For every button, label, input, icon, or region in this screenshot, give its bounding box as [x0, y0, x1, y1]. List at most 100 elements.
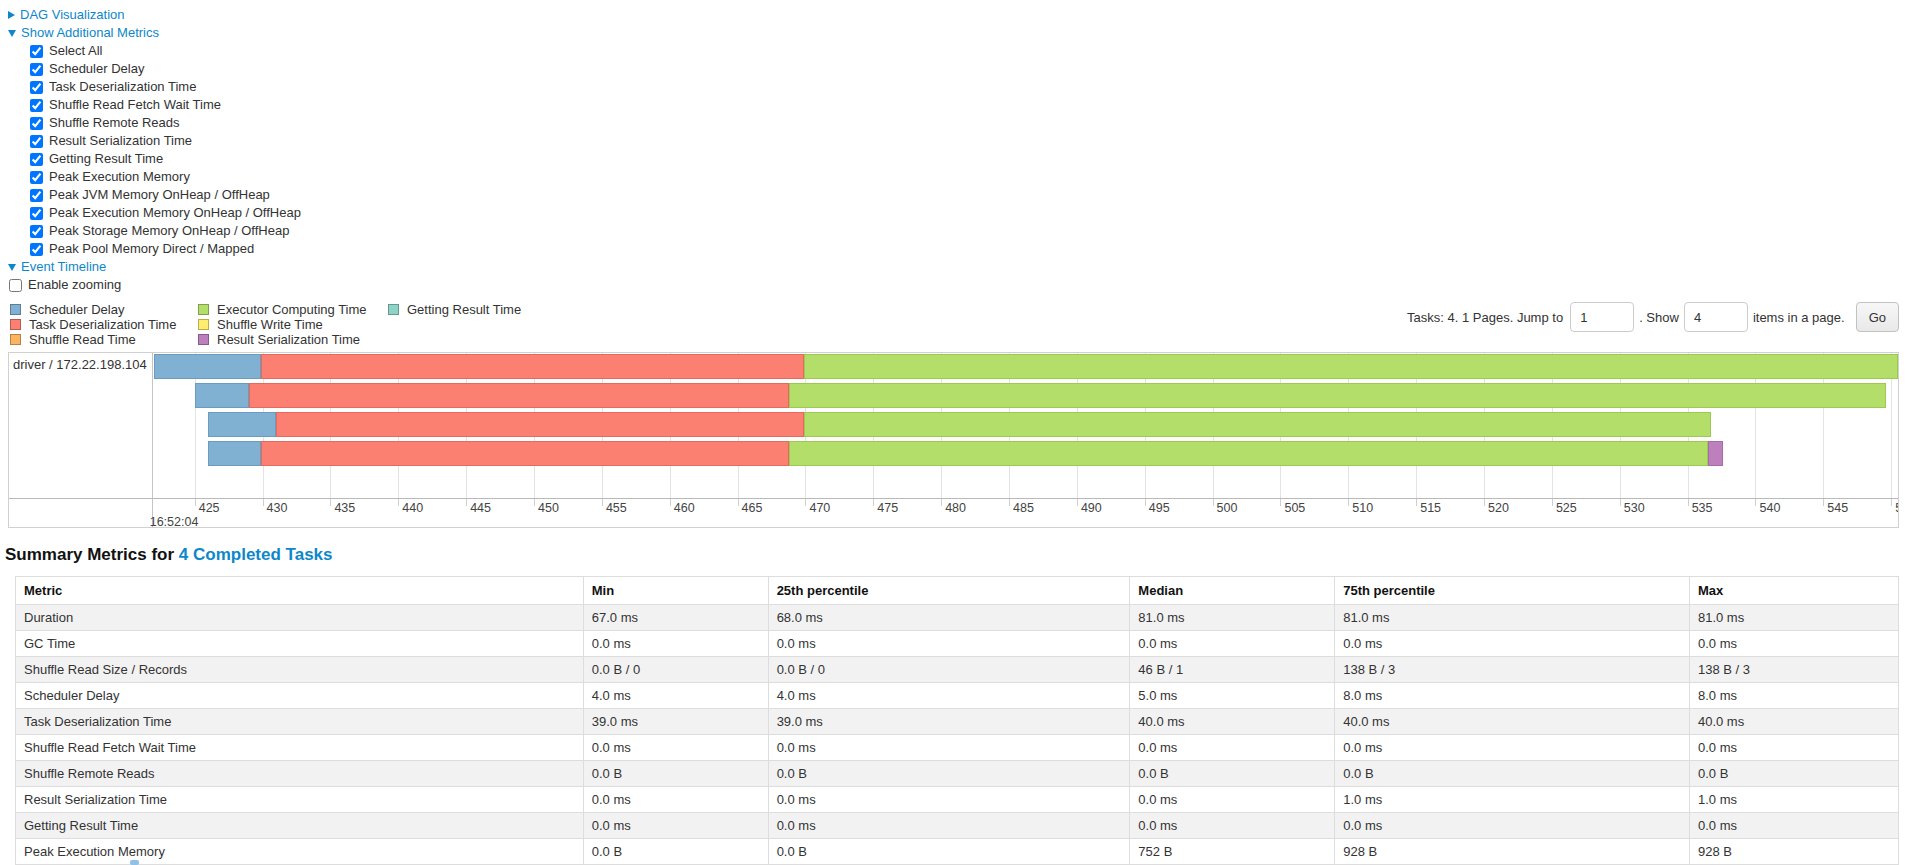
checkbox-peak-pool-memory-direct-mapped[interactable] [30, 243, 43, 256]
checkbox-getting-result-time[interactable] [30, 153, 43, 166]
axis-tick-label: 505 [1284, 501, 1305, 515]
metric-name-cell: Getting Result Time [16, 813, 584, 839]
checkbox-label: Peak JVM Memory OnHeap / OffHeap [49, 186, 270, 204]
summary-metrics-table: MetricMin25th percentileMedian75th perce… [15, 576, 1899, 865]
items-per-page-input[interactable] [1684, 302, 1748, 332]
axis-tick-label: 485 [1013, 501, 1034, 515]
axis-tick-mark [1416, 499, 1417, 506]
metric-value-cell: 752 B [1130, 839, 1335, 865]
metric-value-cell: 68.0 ms [768, 605, 1130, 631]
legend-label: Task Deserialization Time [29, 317, 176, 332]
table-row: Getting Result Time0.0 ms0.0 ms0.0 ms0.0… [16, 813, 1899, 839]
checkbox-shuffle-remote-reads[interactable] [30, 117, 43, 130]
timeline-bar-segment-executor-computing[interactable] [804, 354, 1898, 379]
checkbox-select-all[interactable] [30, 45, 43, 58]
axis-tick-mark [1280, 499, 1281, 506]
axis-tick-mark [670, 499, 671, 506]
checkbox-row: Enable zooming [8, 276, 1907, 294]
timeline-bar-segment-executor-computing[interactable] [789, 383, 1886, 408]
checkbox-peak-jvm-memory-onheap-offheap[interactable] [30, 189, 43, 202]
show-label: . Show [1639, 310, 1679, 325]
section-toggle-row: DAG Visualization [8, 6, 1907, 24]
metric-value-cell: 0.0 B [583, 761, 768, 787]
metric-value-cell: 1.0 ms [1335, 787, 1690, 813]
section-link-dag-visualization[interactable]: DAG Visualization [20, 6, 125, 24]
table-row: Result Serialization Time0.0 ms0.0 ms0.0… [16, 787, 1899, 813]
axis-tick-mark [1552, 499, 1553, 506]
timeline-bar-segment-scheduler-delay[interactable] [208, 441, 261, 466]
metric-name-cell: Task Deserialization Time [16, 709, 584, 735]
completed-tasks-link[interactable]: 4 Completed Tasks [179, 545, 333, 564]
timeline-bar-segment-executor-computing[interactable] [804, 412, 1711, 437]
axis-tick-label: 545 [1827, 501, 1848, 515]
axis-tick-mark [1688, 499, 1689, 506]
legend-column: Scheduler DelayTask Deserialization Time… [10, 302, 198, 347]
axis-tick-label: 515 [1420, 501, 1441, 515]
timeline-bar-segment-scheduler-delay[interactable] [195, 383, 249, 408]
metric-value-cell: 0.0 ms [1689, 813, 1898, 839]
legend-label: Shuffle Read Time [29, 332, 136, 347]
result-serialization-swatch-icon [198, 334, 209, 345]
go-button[interactable]: Go [1856, 302, 1899, 332]
timeline-bar-segment-task-deserialization[interactable] [261, 441, 789, 466]
next-section-cutoff-element [130, 860, 139, 865]
checkbox-peak-execution-memory[interactable] [30, 171, 43, 184]
metric-value-cell: 0.0 B [583, 839, 768, 865]
executor-computing-swatch-icon [198, 304, 209, 315]
section-link-event-timeline[interactable]: Event Timeline [21, 258, 106, 276]
checkbox-label: Enable zooming [28, 276, 121, 294]
checkbox-result-serialization-time[interactable] [30, 135, 43, 148]
section-toggle-row: Event Timeline [8, 258, 1907, 276]
legend-item: Shuffle Read Time [10, 332, 198, 347]
axis-tick-mark [195, 499, 196, 506]
axis-tick-label: 465 [742, 501, 763, 515]
legend-item: Task Deserialization Time [10, 317, 198, 332]
event-timeline-chart: driver / 172.22.198.104 4254304354404454… [8, 352, 1899, 528]
timeline-bar-segment-task-deserialization[interactable] [276, 412, 804, 437]
timeline-bar-segment-executor-computing[interactable] [789, 441, 1708, 466]
metric-value-cell: 46 B / 1 [1130, 657, 1335, 683]
axis-tick-mark [466, 499, 467, 506]
metric-value-cell: 0.0 ms [768, 735, 1130, 761]
metric-value-cell: 67.0 ms [583, 605, 768, 631]
axis-tick-label: 430 [267, 501, 288, 515]
metric-name-cell: Result Serialization Time [16, 787, 584, 813]
timeline-bar-segment-scheduler-delay[interactable] [154, 354, 261, 379]
table-header-cell: Median [1130, 577, 1335, 605]
checkbox-enable-zooming[interactable] [9, 279, 22, 292]
checkbox-peak-execution-memory-onheap-offheap[interactable] [30, 207, 43, 220]
timeline-bar-segment-scheduler-delay[interactable] [208, 412, 276, 437]
checkbox-peak-storage-memory-onheap-offheap[interactable] [30, 225, 43, 238]
checkbox-label: Scheduler Delay [49, 60, 144, 78]
axis-tick-label: 460 [674, 501, 695, 515]
checkbox-shuffle-read-fetch-wait-time[interactable] [30, 99, 43, 112]
metric-value-cell: 0.0 B [1689, 761, 1898, 787]
chevron-right-icon [8, 11, 15, 19]
metric-value-cell: 0.0 B / 0 [768, 657, 1130, 683]
checkbox-scheduler-delay[interactable] [30, 63, 43, 76]
axis-tick-label: 455 [606, 501, 627, 515]
axis-tick-mark [1145, 499, 1146, 506]
checkbox-row: Select All [8, 42, 1907, 60]
metric-value-cell: 0.0 ms [583, 813, 768, 839]
timeline-bar-segment-result-serialization[interactable] [1708, 441, 1723, 466]
metric-value-cell: 138 B / 3 [1335, 657, 1690, 683]
axis-tick-mark [1620, 499, 1621, 506]
checkbox-row: Peak JVM Memory OnHeap / OffHeap [8, 186, 1907, 204]
table-header-cell: Metric [16, 577, 584, 605]
metric-value-cell: 81.0 ms [1689, 605, 1898, 631]
axis-tick-mark [1891, 499, 1892, 506]
section-link-show-additional-metrics[interactable]: Show Additional Metrics [21, 24, 159, 42]
axis-tick-label: 495 [1149, 501, 1170, 515]
axis-tick-mark [330, 499, 331, 506]
timeline-bar-segment-task-deserialization[interactable] [261, 354, 804, 379]
checkbox-label: Result Serialization Time [49, 132, 192, 150]
jump-to-page-input[interactable] [1570, 302, 1634, 332]
metric-value-cell: 40.0 ms [1130, 709, 1335, 735]
getting-result-swatch-icon [388, 304, 399, 315]
table-header-cell: Max [1689, 577, 1898, 605]
metric-name-cell: Peak Execution Memory [16, 839, 584, 865]
timeline-bar-segment-task-deserialization[interactable] [249, 383, 789, 408]
checkbox-task-deserialization-time[interactable] [30, 81, 43, 94]
metric-name-cell: GC Time [16, 631, 584, 657]
